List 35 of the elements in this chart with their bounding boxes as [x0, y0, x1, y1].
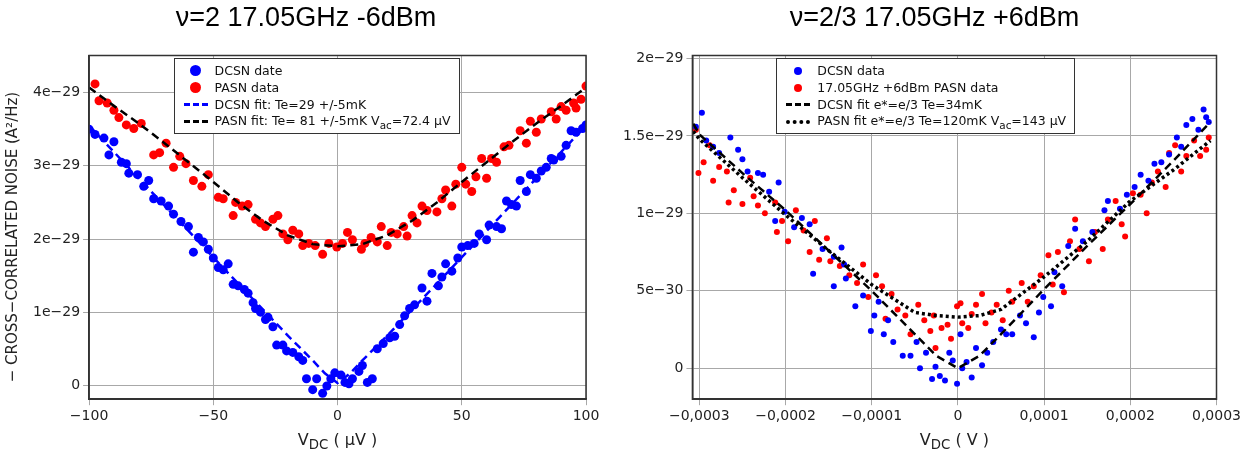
legend-label: DCSN data	[817, 63, 886, 79]
x-tick-label: 50	[452, 407, 471, 424]
x-tick-label: 0	[953, 407, 963, 424]
legend-label: PASN fit e*=e/3 Te=120mK V$_{ac}$=143 µV	[817, 113, 1067, 131]
y-tick-label: 0	[674, 358, 684, 375]
y-tick-label: 0	[71, 375, 81, 392]
y-tick-label: 2e−29	[636, 49, 684, 66]
chart-title: ν=2 17.05GHz -6dBm	[174, 2, 438, 33]
x-tick-label: −0,0001	[841, 407, 903, 424]
y-tick-label: 5e−30	[636, 281, 684, 298]
y-tick-label: 3e−29	[32, 156, 81, 173]
y-axis-title: − CROSS−CORRELATED NOISE (A²/Hz)	[3, 90, 21, 385]
x-tick-label: 0,0002	[1105, 407, 1155, 424]
y-tick-label: 1e−29	[32, 302, 81, 319]
y-tick-label: 1e−29	[636, 204, 684, 220]
legend-label: PASN data	[214, 80, 280, 96]
x-tick-label: −50	[198, 407, 229, 424]
legend-label: 17.05GHz +6dBm PASN data	[817, 80, 999, 96]
x-tick-label: −0,0002	[755, 407, 816, 424]
legend-label: DCSN fit e*=e/3 Te=34mK	[817, 97, 982, 113]
y-tick-label: 1.5e−29	[622, 126, 684, 143]
legend-label: DCSN fit: Te=29 +/-5mK	[214, 97, 367, 113]
x-tick-label: −0,0003	[668, 407, 730, 424]
y-tick-label: 4e−29	[32, 83, 81, 100]
chart-title: ν=2/3 17.05GHz +6dBm	[788, 2, 1081, 33]
x-tick-label: 0,0003	[1192, 407, 1242, 424]
x-axis-title: V$_{DC}$ ( V )	[918, 430, 991, 453]
legend-label: DCSN date	[214, 63, 283, 79]
x-tick-label: 100	[572, 407, 600, 424]
x-axis-title: V$_{DC}$ ( µV )	[296, 430, 379, 453]
x-tick-label: −100	[69, 407, 109, 424]
x-tick-label: 0	[333, 407, 342, 424]
x-tick-label: 0,0001	[1019, 407, 1069, 424]
y-tick-label: 2e−29	[32, 229, 81, 246]
legend-label: PASN fit: Te= 81 +/-5mK V$_{ac}$=72.4 µV	[214, 113, 451, 131]
